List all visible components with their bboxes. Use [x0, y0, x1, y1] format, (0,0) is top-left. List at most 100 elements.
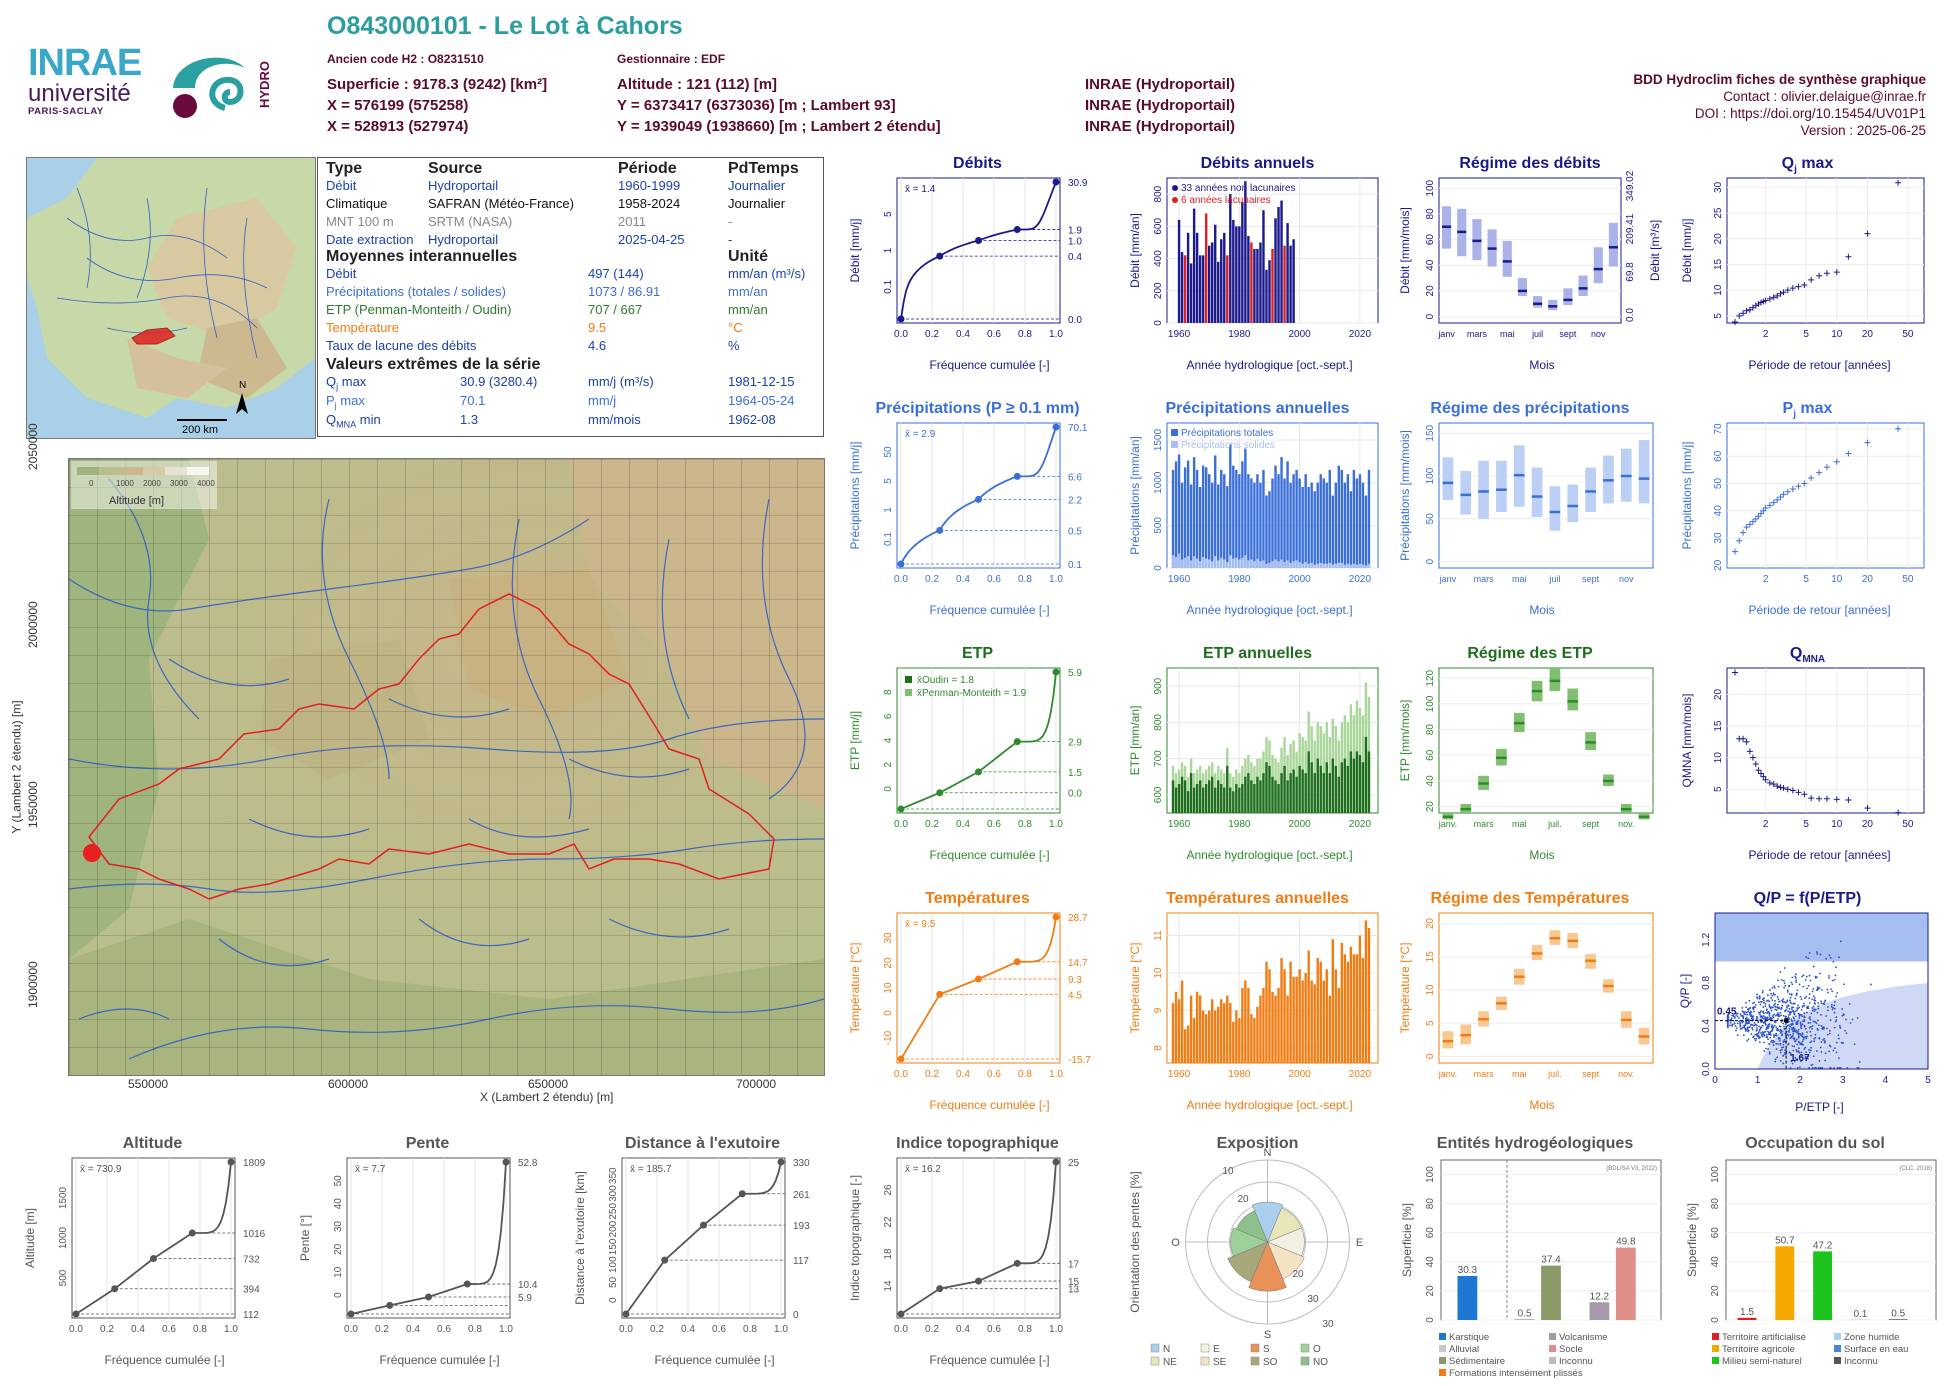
bar-label: 50.7: [1775, 1235, 1795, 1246]
scatter-point: [1769, 989, 1771, 991]
scatter-point: [1807, 1055, 1810, 1057]
scatter-point: [1739, 1022, 1742, 1025]
scatter-point: [1826, 1033, 1829, 1036]
bar: [1310, 482, 1313, 568]
box-déc: [1608, 222, 1618, 267]
bdd-label: BDD Hydroclim fiches de synthèse graphiq…: [1633, 72, 1926, 87]
scatter-point: [1833, 1004, 1836, 1007]
scatter-point: [1793, 1037, 1796, 1040]
bar-solid: [1361, 564, 1365, 568]
bar: [1328, 995, 1331, 1063]
y-tick: 0: [1153, 565, 1164, 571]
bar: [1268, 260, 1271, 323]
table-pdt: -: [728, 214, 733, 229]
contact-link[interactable]: Contact : olivier.delaigue@inrae.fr: [1723, 89, 1926, 104]
x-tick: 1.0: [1049, 574, 1063, 585]
x-tick: 10: [1831, 819, 1843, 830]
legend-swatch: [905, 676, 912, 683]
y-axis-label: Q/P [-]: [1678, 974, 1692, 1008]
chart-qmna: QMNA 2 5 10 20 50 5 10 15 20 Période de retour [an…: [1675, 640, 1940, 865]
bar-solid: [1292, 561, 1295, 568]
chart-debits_annuels: Débits annuels 1960 1980 2000 2020 0 200 400 600…: [1125, 150, 1390, 375]
scatter-point: [1743, 1026, 1746, 1029]
bar: [1325, 969, 1328, 1063]
x-tick: nov: [1619, 574, 1634, 584]
scatter-point: [1783, 982, 1786, 985]
bar: [1367, 751, 1371, 813]
scatter-point: [1753, 1022, 1756, 1024]
scatter-point: [1820, 1025, 1823, 1027]
x-tick: 0.0: [894, 574, 908, 585]
scatter-point: [1796, 1043, 1798, 1046]
y-tick: 5: [1713, 313, 1724, 319]
gestionnaire: Gestionnaire : EDF: [617, 52, 726, 66]
scatter-point: [1754, 1039, 1757, 1042]
quantile-point: [386, 1301, 394, 1309]
scatter-point: [1820, 1051, 1823, 1053]
x-tick: mai: [1512, 1069, 1527, 1079]
y-tick: 1500: [1153, 428, 1164, 451]
scatter-point: [1804, 1035, 1807, 1038]
x-tick: 0.8: [1018, 819, 1032, 830]
bar: [1322, 478, 1325, 568]
direction-label: O: [1171, 1237, 1180, 1249]
x-tick: 0.8: [1018, 574, 1032, 585]
doi-link[interactable]: DOI : https://doi.org/10.15454/UV01P1: [1694, 106, 1926, 121]
scatter-point: [1820, 1000, 1822, 1003]
bar: [1174, 461, 1178, 568]
scatter-point: [1817, 1007, 1820, 1010]
y-tick: 0: [1425, 1317, 1436, 1323]
y-axis-label: Précipitations [mm/an]: [1128, 436, 1142, 555]
scatter-point: [1779, 1030, 1781, 1033]
quantile-label: 28.7: [1068, 913, 1088, 924]
scatter-point: [1787, 1016, 1790, 1018]
scatter-point: [1763, 1034, 1766, 1037]
bar: [1256, 474, 1259, 568]
scatter-point: [1841, 1014, 1844, 1017]
bar: [1238, 1018, 1241, 1063]
scatter-point: [1788, 1007, 1791, 1010]
quantile-label: 330: [793, 1158, 810, 1169]
point: [1808, 795, 1815, 802]
bar: [1198, 486, 1202, 568]
y-tick: 0: [1425, 558, 1436, 564]
scatter-point: [1732, 1019, 1735, 1022]
scatter-point: [1774, 1058, 1777, 1061]
y-tick: -10: [883, 1030, 894, 1045]
scatter-point: [1773, 1024, 1776, 1027]
bar: [1280, 958, 1283, 1063]
y-axis-label: Distance à l'exutoire [km]: [573, 1171, 587, 1305]
scatter-point: [1765, 1017, 1768, 1020]
scatter-point: [1830, 988, 1832, 991]
quantile-label: -15.7: [1068, 1055, 1091, 1066]
point: [1833, 796, 1840, 803]
scatter-point: [1816, 951, 1818, 953]
scatter-point: [1779, 1011, 1782, 1014]
chart-regime_precip: Régime des précipitations 0 50 100 150 janv ma…: [1395, 395, 1665, 620]
marker-point: [1783, 1018, 1789, 1024]
y-axis-label: Débit [mm/j]: [1680, 218, 1694, 282]
scatter-point: [1726, 1024, 1729, 1027]
scatter-point: [1822, 1027, 1825, 1030]
box-déc: [1638, 440, 1650, 504]
table-source: Hydroportail: [428, 178, 499, 193]
scatter-point: [1783, 1038, 1786, 1041]
scatter-point: [1827, 1009, 1829, 1012]
scatter-point: [1817, 1067, 1820, 1069]
scatter-point: [1790, 1018, 1793, 1021]
legend-tick: 2000: [143, 479, 161, 488]
quantile-label: 2.9: [1068, 738, 1082, 749]
scatter-point: [1761, 991, 1764, 994]
x-tick: 5: [1925, 1075, 1931, 1086]
scatter-point: [1767, 999, 1769, 1002]
bar-solid: [1358, 563, 1362, 568]
scatter-point: [1793, 1045, 1796, 1048]
y-tick: 0: [883, 786, 894, 792]
bar: [1274, 218, 1277, 323]
x-axis-label: Fréquence cumulée [-]: [929, 848, 1049, 862]
bar: [1331, 495, 1334, 568]
quantile-label: 0: [793, 1310, 799, 1321]
scatter-point: [1789, 996, 1792, 999]
